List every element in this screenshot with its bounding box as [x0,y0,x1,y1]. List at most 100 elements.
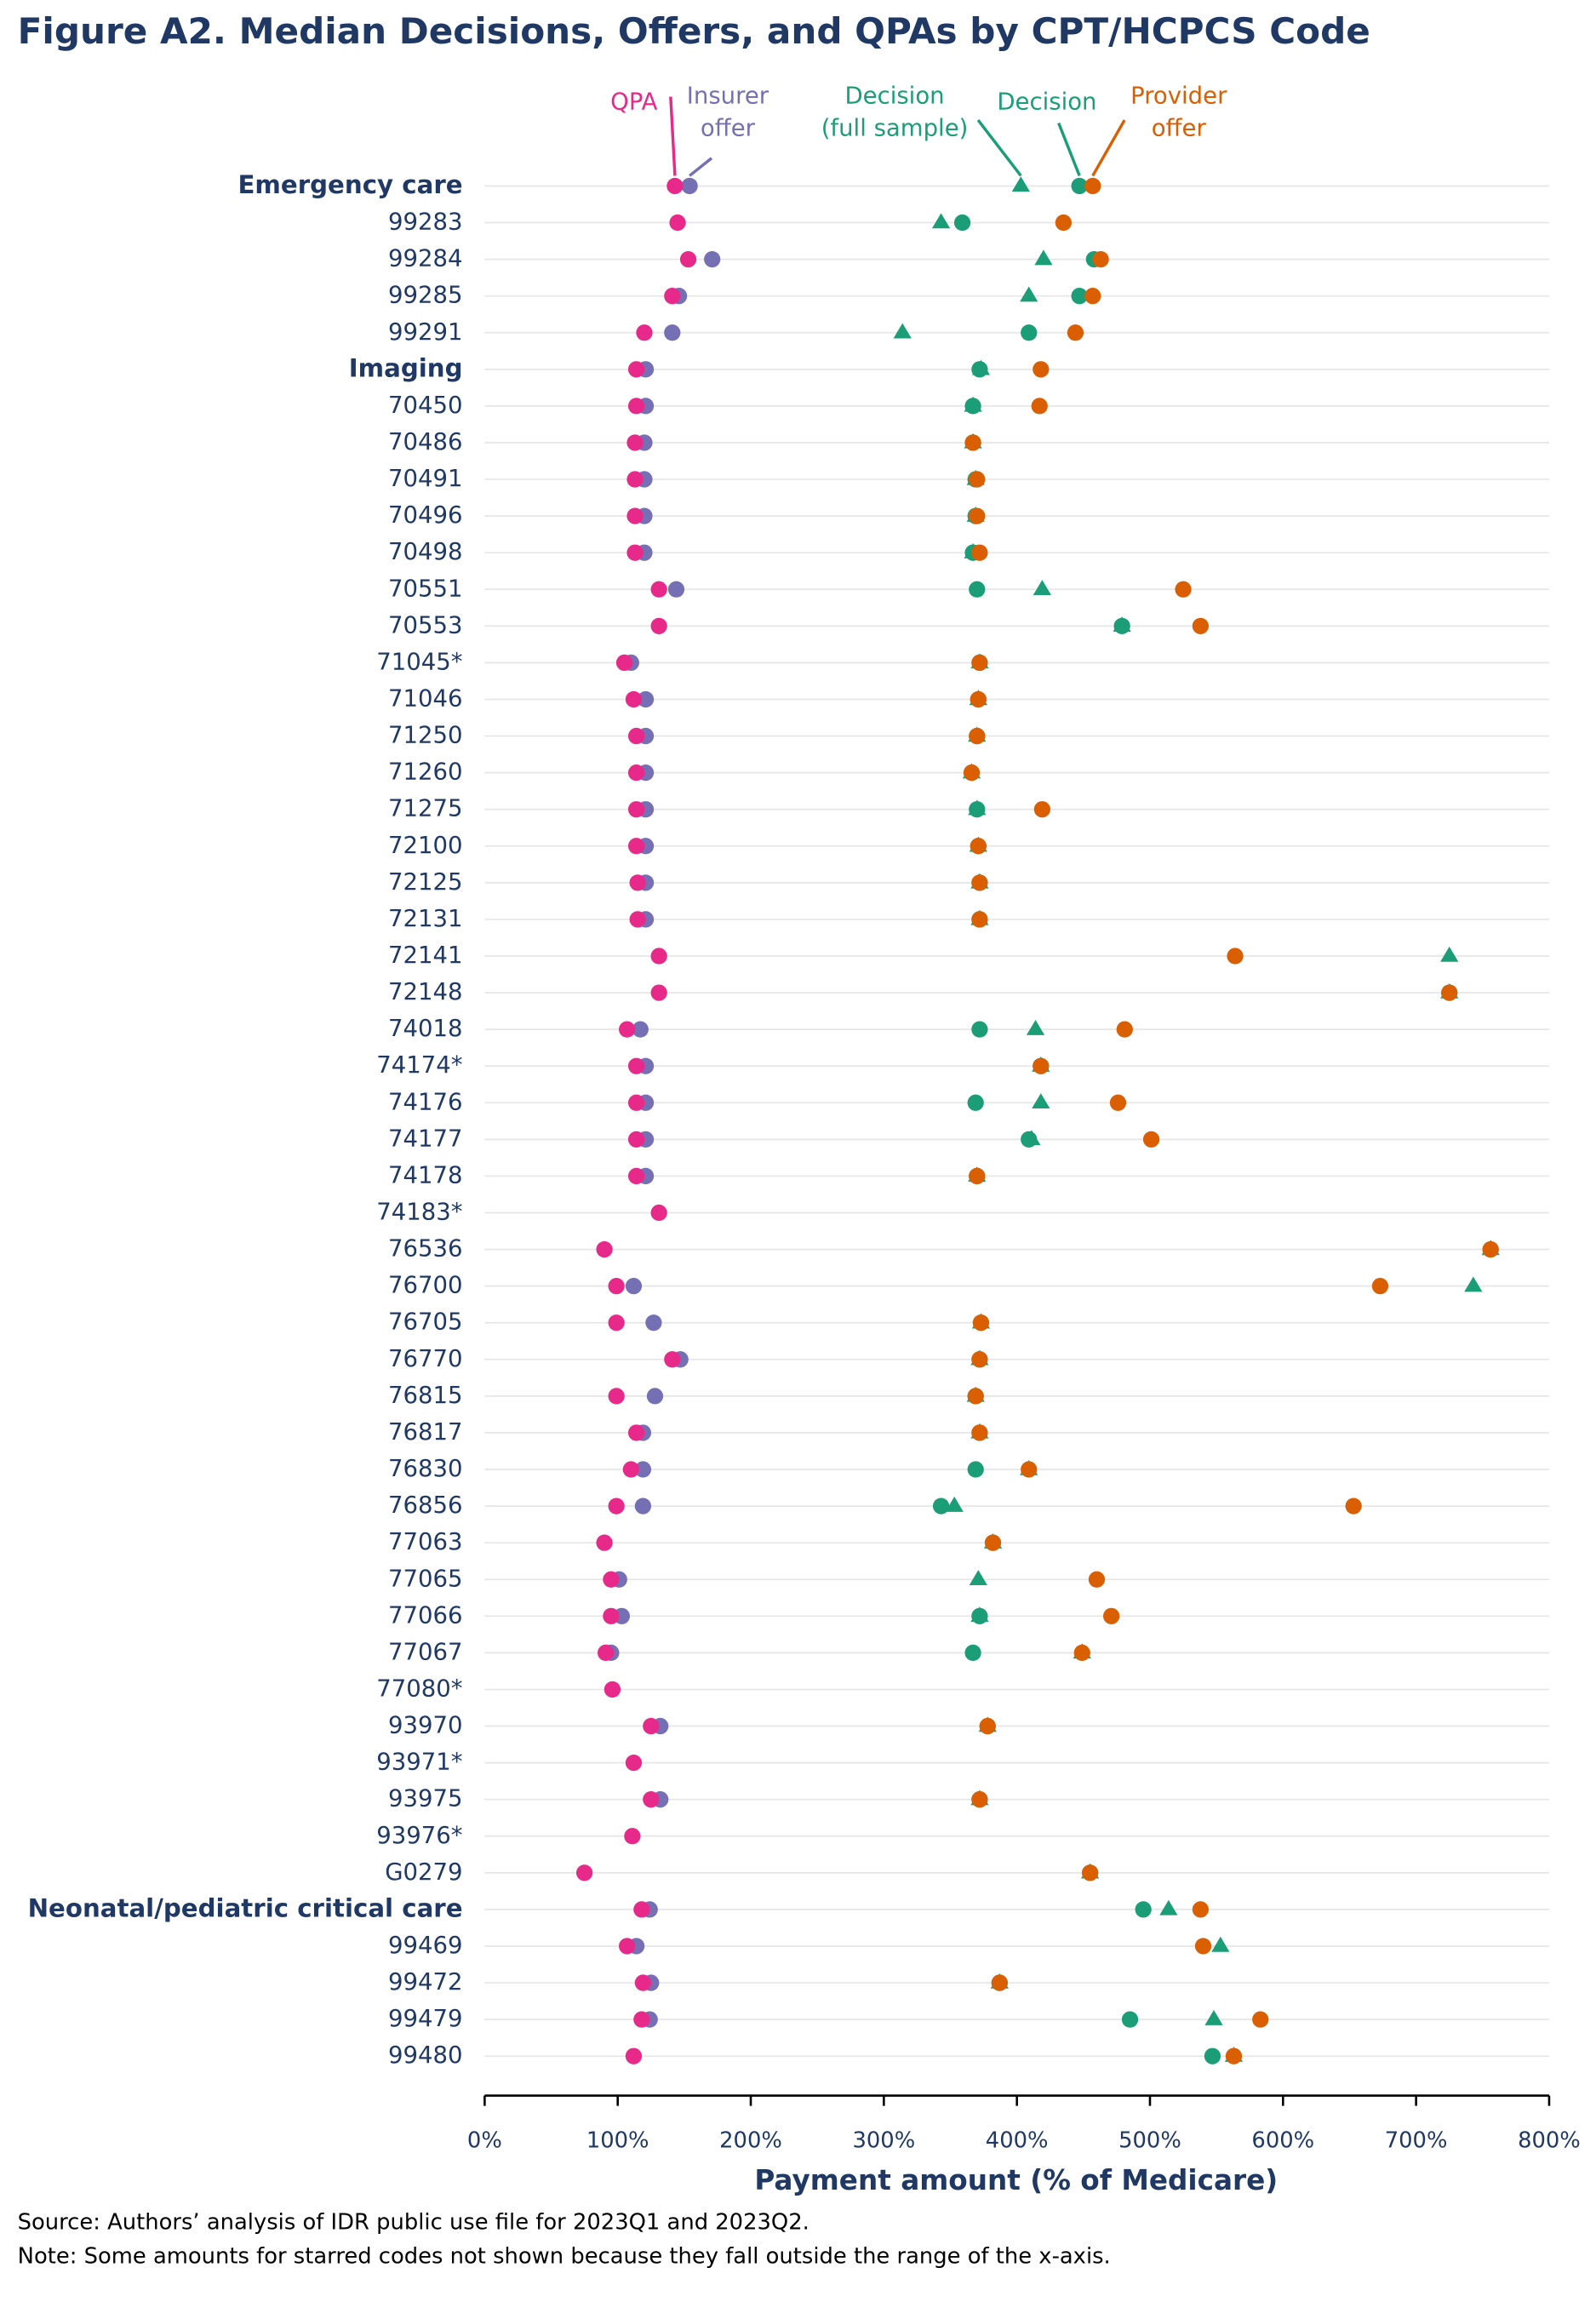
y-tick-label: 93971* [376,1749,462,1776]
triangle-mark [1464,1276,1483,1292]
y-tick-label: Imaging [349,353,463,382]
dot-mark [633,2011,650,2028]
dot-mark [1055,214,1073,232]
y-tick-label: 93970 [388,1712,463,1739]
dot-mark [627,1094,645,1111]
dot-mark [991,1974,1008,1991]
triangle-mark [969,1570,987,1585]
y-tick-label: 99469 [388,1932,463,1959]
dot-mark [598,1644,615,1662]
dot-mark [971,1351,988,1368]
dot-mark [627,764,645,782]
y-tick-label: 70486 [388,428,463,455]
dot-mark [970,838,987,855]
x-tick-label: 100% [586,2127,649,2153]
source-note: Source: Authors’ analysis of IDR public … [18,2210,809,2236]
dot-mark [969,471,986,488]
y-tick-label: 76536 [388,1235,463,1263]
dot-mark [972,1314,990,1331]
dot-mark [633,1901,650,1918]
triangle-mark [1204,2009,1223,2025]
dot-mark [1192,1901,1210,1918]
footnote: Note: Some amounts for starred codes not… [18,2243,1111,2269]
dot-mark [1084,288,1101,305]
y-tick-label: 93976* [376,1822,462,1849]
triangle-mark [1011,176,1030,192]
dot-mark [1073,1644,1090,1662]
x-tick-label: 600% [1251,2127,1314,2153]
y-tick-label: 77066 [388,1601,463,1629]
dot-mark [624,1828,641,1845]
dot-mark [1033,801,1051,818]
dot-mark [627,838,645,855]
dot-mark [625,1754,643,1772]
y-tick-label: 99291 [388,318,463,346]
y-tick-label: 70496 [388,501,463,529]
legend-label: Provider offer [1130,83,1227,142]
dot-mark [629,911,646,928]
dot-mark [971,911,988,928]
chart-title: Figure A2. Median Decisions, Offers, and… [18,10,1370,52]
dot-mark [575,1864,593,1881]
dot-mark [963,764,981,782]
dot-mark [615,654,633,672]
dot-mark [971,1424,988,1441]
dot-mark [984,1534,1002,1551]
dot-mark [604,1681,621,1698]
y-tick-label: 99284 [388,245,463,272]
triangle-mark [1159,1899,1178,1915]
dot-mark [596,1534,613,1551]
x-tick-label: 200% [719,2127,782,2153]
legend-label: QPA [610,88,657,115]
dot-mark [1175,581,1192,598]
y-tick-label: 74183* [376,1199,462,1226]
y-tick-label: 76817 [388,1418,463,1446]
dot-mark [1067,324,1084,341]
dot-mark [667,581,685,598]
y-tick-label: 76705 [388,1308,463,1336]
dot-mark [1082,1864,1099,1881]
dot-mark [1033,1057,1050,1074]
dot-mark [971,1791,988,1808]
dot-mark [650,581,667,598]
y-tick-label: 77065 [388,1565,463,1592]
dot-mark [979,1717,996,1735]
y-tick-label: 74178 [388,1161,463,1188]
legend-leader [669,96,677,176]
dot-mark [627,801,645,818]
dot-mark [1092,250,1109,268]
dot-mark [646,1388,664,1405]
dot-mark [625,1278,643,1295]
y-tick-label: 77080* [376,1675,462,1702]
dot-mark [1071,177,1088,195]
triangle-mark [1032,1093,1050,1109]
dot-mark [627,727,645,745]
y-tick-label: 76815 [388,1382,463,1409]
dot-mark [1204,2047,1221,2064]
dot-mark [650,1204,667,1222]
dot-mark [1252,2011,1269,2028]
dot-mark [627,1167,645,1185]
dot-mark [608,1388,625,1405]
x-tick-label: 0% [467,2127,502,2153]
y-tick-label: 71250 [388,722,463,749]
dot-mark [627,1057,645,1074]
y-tick-label: 70491 [388,465,463,492]
dot-mark [625,690,643,708]
dot-mark [1031,398,1048,415]
y-tick-label: 72100 [388,832,463,859]
dot-mark [634,1461,652,1478]
dot-mark [1345,1497,1362,1515]
dot-mark [608,1497,625,1515]
dot-mark [1135,1901,1152,1918]
dot-mark [971,361,988,378]
dot-mark [971,544,988,561]
y-tick-label: 99472 [388,1968,463,1996]
dot-mark [1225,2047,1243,2064]
dot-mark [1482,1240,1499,1258]
dot-mark [1084,177,1101,195]
x-axis-label: Payment amount (% of Medicare) [754,2164,1278,2196]
dot-mark [971,1607,988,1624]
dot-mark [626,471,644,488]
